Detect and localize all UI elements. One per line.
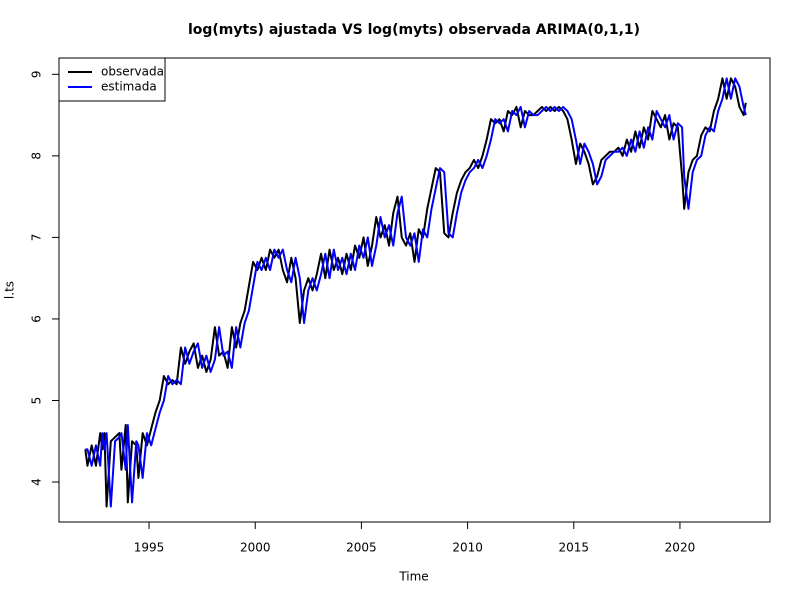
x-tick-label: 2000 xyxy=(240,541,271,555)
x-tick-label: 1995 xyxy=(134,541,165,555)
x-tick-label: 2010 xyxy=(452,541,483,555)
chart-title: log(myts) ajustada VS log(myts) observad… xyxy=(188,22,640,38)
series-line xyxy=(85,77,747,508)
y-tick-label: 4 xyxy=(30,478,44,486)
y-tick-label: 8 xyxy=(30,152,44,160)
x-tick-label: 2020 xyxy=(665,541,696,555)
legend-label: estimada xyxy=(101,80,157,94)
x-axis-label: Time xyxy=(398,570,428,584)
plot-frame xyxy=(58,57,771,523)
legend-label: observada xyxy=(101,65,164,79)
y-axis-label: l.ts xyxy=(3,281,17,299)
legend-box xyxy=(58,57,166,102)
x-tick-label: 2015 xyxy=(559,541,590,555)
y-tick-label: 5 xyxy=(30,397,44,405)
y-tick-label: 9 xyxy=(30,70,44,78)
y-tick-label: 6 xyxy=(30,315,44,323)
x-tick-label: 2005 xyxy=(346,541,377,555)
y-tick-label: 7 xyxy=(30,234,44,242)
